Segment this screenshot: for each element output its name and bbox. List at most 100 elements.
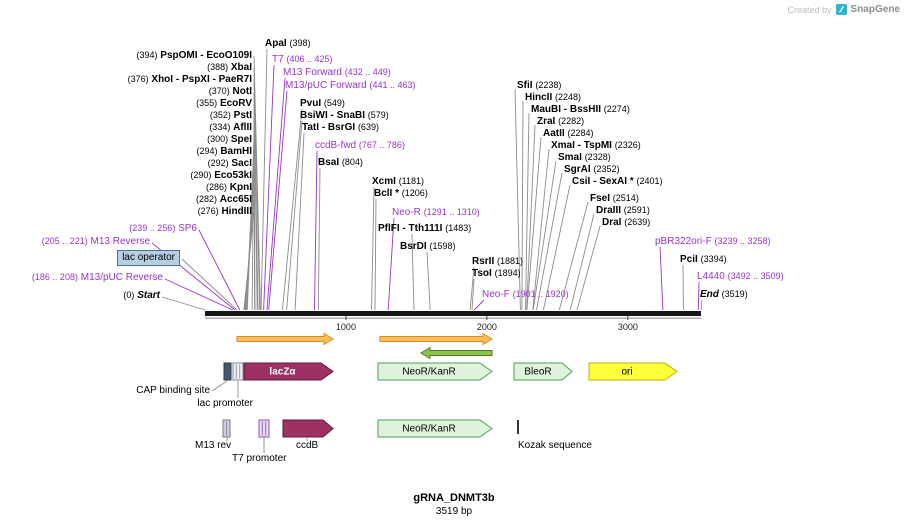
restriction-site-label[interactable]: CsiI - SexAI * (2401): [572, 175, 663, 188]
restriction-site-label[interactable]: PvuI (549): [300, 97, 345, 110]
restriction-site-label[interactable]: (292) SacI: [208, 157, 252, 170]
restriction-site-label[interactable]: BsiWI - SnaBI (579): [300, 109, 389, 122]
label-part: AflII: [233, 122, 252, 133]
restriction-site-label[interactable]: HincII (2248): [525, 91, 581, 104]
label-part: M13/pUC Reverse: [80, 272, 163, 283]
lac-promoter-box[interactable]: [232, 362, 244, 381]
restriction-site-label[interactable]: TatI - BsrGI (639): [302, 121, 379, 134]
callout-line: [198, 229, 241, 311]
label-part: Eco53kI: [214, 170, 252, 181]
ccdb-label[interactable]: ccdB: [296, 440, 319, 451]
label-part: (2238): [535, 80, 562, 90]
restriction-site-label[interactable]: (276) HindIII: [198, 205, 252, 218]
feature-arrow-bleor[interactable]: [513, 362, 573, 381]
primer-label[interactable]: T7 (406 .. 425): [272, 53, 332, 66]
restriction-site-label[interactable]: (286) KpnI: [206, 181, 252, 194]
primer-label[interactable]: (186 .. 208) M13/pUC Reverse: [32, 271, 163, 284]
label-part: (1901 .. 1920): [512, 289, 569, 299]
primer-label[interactable]: pBR322ori-F (3239 .. 3258): [655, 235, 771, 248]
restriction-site-label[interactable]: (282) Acc65I: [196, 193, 252, 206]
primer-label[interactable]: L4440 (3492 .. 3509): [697, 270, 784, 283]
restriction-site-label[interactable]: (394) PspOMI - EcoO109I: [137, 49, 253, 62]
orf-arrow[interactable]: [379, 332, 493, 346]
callout-line: [659, 246, 664, 311]
restriction-site-label[interactable]: XmaI - TspMI (2326): [551, 139, 641, 152]
label-part: (2401): [636, 176, 663, 186]
label-part: ApaI: [265, 38, 287, 49]
restriction-site-label[interactable]: MauBI - BssHII (2274): [531, 103, 630, 116]
label-part: PciI: [680, 254, 698, 265]
callout-line: [253, 67, 261, 311]
restriction-site-label[interactable]: (352) PstI: [210, 109, 252, 122]
restriction-site-label[interactable]: PciI (3394): [680, 253, 727, 266]
terminus-label[interactable]: (0) Start: [123, 289, 160, 302]
primer-label[interactable]: Neo-F (1901 .. 1920): [482, 288, 569, 301]
restriction-site-label[interactable]: XcmI (1181): [372, 175, 424, 188]
snapgene-logo-icon: [835, 4, 847, 15]
callout-line: [314, 150, 318, 311]
primer-label[interactable]: (205 .. 221) M13 Reverse: [42, 235, 150, 248]
lac-promoter-label[interactable]: lac promoter: [197, 398, 253, 409]
restriction-site-label[interactable]: PflFI - Tth111I (1483): [378, 222, 471, 235]
label-part: (549): [323, 98, 345, 108]
primer-label[interactable]: ccdB-fwd (767 .. 786): [315, 139, 405, 152]
primer-label[interactable]: Neo-R (1291 .. 1310): [392, 206, 480, 219]
restriction-site-label[interactable]: ApaI (398): [265, 37, 310, 50]
restriction-site-label[interactable]: DraI (2639): [602, 216, 650, 229]
terminus-label[interactable]: End (3519): [700, 288, 748, 301]
callout-line: [697, 281, 700, 311]
map-axis-bar[interactable]: [205, 311, 701, 316]
cap-binding-site-label[interactable]: CAP binding site: [136, 385, 210, 396]
restriction-site-label[interactable]: RsrII (1881): [472, 255, 523, 268]
feature-arrow-neor-kanr[interactable]: [377, 362, 493, 381]
m13-rev-label[interactable]: M13 rev: [195, 440, 232, 451]
label-part: (388): [207, 62, 229, 72]
restriction-site-label[interactable]: SmaI (2328): [558, 151, 611, 164]
feature-arrow-ccdb[interactable]: [282, 419, 334, 438]
restriction-site-label[interactable]: AatII (2284): [543, 127, 593, 140]
label-part: XhoI - PspXI - PaeR7I: [151, 74, 252, 85]
restriction-site-label[interactable]: FseI (2514): [590, 192, 639, 205]
kozak-sequence-label[interactable]: Kozak sequence: [518, 440, 592, 451]
label-part: (1206): [401, 188, 428, 198]
orf-arrow[interactable]: [236, 332, 334, 346]
label-part: SfiI: [517, 80, 533, 91]
restriction-site-label[interactable]: TsoI (1894): [472, 267, 521, 280]
restriction-site-label[interactable]: DraIII (2591): [596, 204, 650, 217]
label-part: TatI - BsrGI: [302, 122, 356, 133]
primer-label[interactable]: M13 Forward (432 .. 449): [283, 66, 391, 79]
restriction-site-label[interactable]: (388) XbaI: [207, 61, 252, 74]
label-part: (2328): [584, 152, 611, 162]
t7-promoter-label[interactable]: T7 promoter: [232, 453, 287, 464]
primer-label[interactable]: (239 .. 256) SP6: [129, 222, 197, 235]
restriction-site-label[interactable]: (376) XhoI - PspXI - PaeR7I: [128, 73, 252, 86]
label-part: SmaI: [558, 152, 582, 163]
feature-arrow-neor-kanr-2[interactable]: [377, 419, 493, 438]
primer-label[interactable]: M13/pUC Forward (441 .. 463): [285, 79, 416, 92]
restriction-site-label[interactable]: (355) EcoRV: [196, 97, 252, 110]
orf-arrow[interactable]: [420, 346, 493, 360]
plasmid-name: gRNA_DNMT3b: [413, 492, 495, 504]
restriction-site-label[interactable]: (290) Eco53kI: [190, 169, 252, 182]
restriction-site-label[interactable]: BsrDI (1598): [400, 240, 455, 253]
label-part: (3519): [721, 289, 748, 299]
restriction-site-label[interactable]: ZraI (2282): [537, 115, 584, 128]
label-part: (282): [195, 194, 217, 204]
label-part: (186 .. 208): [31, 272, 78, 282]
restriction-site-label[interactable]: SgrAI (2352): [564, 163, 619, 176]
restriction-site-label[interactable]: (300) SpeI: [207, 133, 252, 146]
lac-operator-box[interactable]: lac operator: [117, 250, 180, 266]
cap-binding-site-box[interactable]: [223, 362, 232, 381]
feature-arrow-lacz-alpha[interactable]: [243, 362, 334, 381]
restriction-site-label[interactable]: (370) NotI: [209, 85, 252, 98]
feature-arrow-ori[interactable]: [588, 362, 678, 381]
restriction-site-label[interactable]: (334) AflII: [209, 121, 252, 134]
callout-line: [294, 132, 305, 311]
label-part: PvuI: [300, 98, 322, 109]
restriction-site-label[interactable]: BclI * (1206): [374, 187, 428, 200]
callout-line: [286, 120, 303, 311]
restriction-site-label[interactable]: BsaI (804): [318, 156, 363, 169]
label-part: Neo-F: [482, 289, 510, 300]
restriction-site-label[interactable]: SfiI (2238): [517, 79, 561, 92]
restriction-site-label[interactable]: (294) BamHI: [197, 145, 252, 158]
